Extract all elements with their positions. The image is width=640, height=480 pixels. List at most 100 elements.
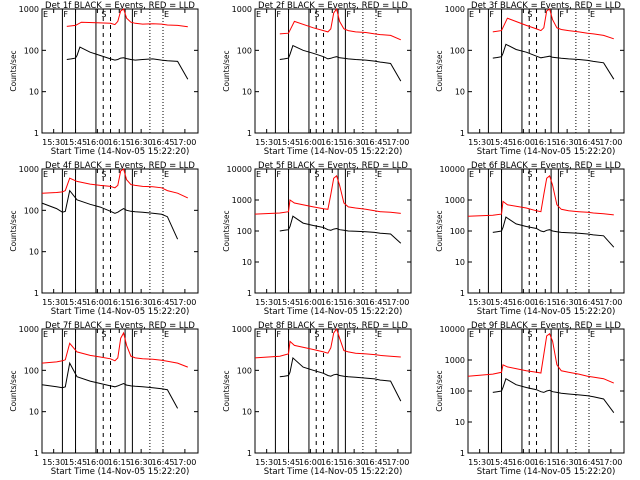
chart-title: Det 9f BLACK = Events, RED = LLD xyxy=(471,321,621,331)
y-tick-label: 10 xyxy=(29,248,39,257)
x-tick-label: 15:45 xyxy=(490,458,513,467)
interval-marker-label: S xyxy=(527,10,532,19)
series-line-black xyxy=(41,189,179,240)
x-tick-label: 16:00 xyxy=(512,138,535,147)
plot-frame xyxy=(467,8,625,134)
x-tick-label: 16:45 xyxy=(364,138,387,147)
x-tick-label: 15:30 xyxy=(468,458,491,467)
x-tick-label: 16:15 xyxy=(534,298,557,307)
x-axis-label: Start Time (14-Nov-05 15:22:20) xyxy=(51,147,190,157)
chart-title: Det 4f BLACK = Events, RED = LLD xyxy=(45,161,195,171)
interval-marker-label: F xyxy=(276,10,281,19)
y-tick-label: 100 xyxy=(237,366,252,375)
y-tick-label: 100 xyxy=(450,227,465,236)
interval-marker-label: E xyxy=(256,10,261,19)
y-tick-label: 10 xyxy=(242,258,252,267)
y-tick-label: 1000 xyxy=(445,196,465,205)
plot-frame xyxy=(254,328,412,454)
series-line-black xyxy=(279,356,402,402)
series-line-red xyxy=(279,7,401,41)
interval-marker-label: E xyxy=(469,330,474,339)
interval-marker-label: E xyxy=(164,330,169,339)
series-line-black xyxy=(66,46,189,80)
x-tick-label: 15:30 xyxy=(468,298,491,307)
x-tick-label: 16:30 xyxy=(556,458,579,467)
x-tick-label: 16:00 xyxy=(86,458,109,467)
interval-marker-label: E xyxy=(164,170,169,179)
x-tick-label: 16:15 xyxy=(108,298,131,307)
x-tick-label: 15:45 xyxy=(277,458,300,467)
interval-marker-label: E xyxy=(377,170,382,179)
y-tick-label: 100 xyxy=(24,366,39,375)
y-tick-label: 1 xyxy=(34,289,39,298)
x-tick-label: 17:00 xyxy=(599,298,622,307)
interval-marker-label: S xyxy=(101,10,106,19)
x-tick-label: 15:30 xyxy=(468,138,491,147)
interval-marker-label: F xyxy=(489,170,494,179)
interval-marker-label: F xyxy=(346,170,351,179)
y-tick-label: 10 xyxy=(455,88,465,97)
x-tick-label: 15:45 xyxy=(490,138,513,147)
interval-marker-label: F xyxy=(489,10,494,19)
interval-marker-label: E xyxy=(256,330,261,339)
y-tick-label: 100 xyxy=(237,227,252,236)
x-axis-label: Start Time (14-Nov-05 15:22:20) xyxy=(51,307,190,317)
y-tick-label: 1 xyxy=(34,449,39,458)
y-tick-label: 1 xyxy=(460,129,465,138)
y-axis-label: Counts/sec xyxy=(222,370,231,411)
x-axis-label: Start Time (14-Nov-05 15:22:20) xyxy=(264,147,403,157)
interval-marker-label: E xyxy=(43,10,48,19)
y-tick-label: 1000 xyxy=(19,325,39,334)
y-axis-label: Counts/sec xyxy=(435,370,444,411)
y-axis-label: Counts/sec xyxy=(9,210,18,251)
y-tick-label: 100 xyxy=(450,387,465,396)
interval-marker-label: F xyxy=(63,330,68,339)
series-line-red xyxy=(492,8,614,40)
x-axis-label: Start Time (14-Nov-05 15:22:20) xyxy=(477,147,616,157)
x-tick-label: 15:45 xyxy=(490,298,513,307)
chart-title: Det 1f BLACK = Events, RED = LLD xyxy=(45,1,195,11)
y-tick-label: 100 xyxy=(24,46,39,55)
x-tick-label: 16:30 xyxy=(343,298,366,307)
x-tick-label: 16:00 xyxy=(299,458,322,467)
x-tick-label: 16:45 xyxy=(364,458,387,467)
interval-marker-label: E xyxy=(590,170,595,179)
interval-marker-label: F xyxy=(559,10,564,19)
y-axis-label: Counts/sec xyxy=(435,50,444,91)
y-tick-label: 1 xyxy=(247,289,252,298)
chart-title: Det 7f BLACK = Events, RED = LLD xyxy=(45,321,195,331)
y-tick-label: 100 xyxy=(24,206,39,215)
x-tick-label: 16:15 xyxy=(321,298,344,307)
x-tick-label: 16:30 xyxy=(343,138,366,147)
x-tick-label: 15:30 xyxy=(42,138,65,147)
y-tick-label: 1 xyxy=(460,449,465,458)
x-tick-label: 16:15 xyxy=(534,458,557,467)
x-tick-label: 16:45 xyxy=(151,138,174,147)
series-line-black xyxy=(279,215,402,244)
interval-marker-label: S xyxy=(314,330,319,339)
series-line-red xyxy=(254,327,401,359)
interval-marker-label: F xyxy=(559,330,564,339)
y-tick-label: 1000 xyxy=(232,5,252,14)
y-axis-label: Counts/sec xyxy=(435,210,444,251)
x-axis-label: Start Time (14-Nov-05 15:22:20) xyxy=(264,307,403,317)
x-axis-label: Start Time (14-Nov-05 15:22:20) xyxy=(264,467,403,477)
series-line-red xyxy=(41,168,189,199)
interval-marker-label: E xyxy=(43,170,48,179)
y-tick-label: 1000 xyxy=(19,165,39,174)
x-tick-label: 15:45 xyxy=(277,298,300,307)
x-tick-label: 16:45 xyxy=(577,458,600,467)
interval-marker-label: F xyxy=(276,170,281,179)
chart-title: Det 3f BLACK = Events, RED = LLD xyxy=(471,1,621,11)
interval-marker-label: S xyxy=(527,330,532,339)
y-tick-label: 10 xyxy=(455,418,465,427)
x-tick-label: 17:00 xyxy=(599,138,622,147)
x-tick-label: 16:00 xyxy=(299,298,322,307)
series-line-red xyxy=(41,331,188,368)
y-axis-label: Counts/sec xyxy=(222,50,231,91)
x-tick-label: 15:30 xyxy=(42,458,65,467)
interval-marker-label: E xyxy=(469,10,474,19)
